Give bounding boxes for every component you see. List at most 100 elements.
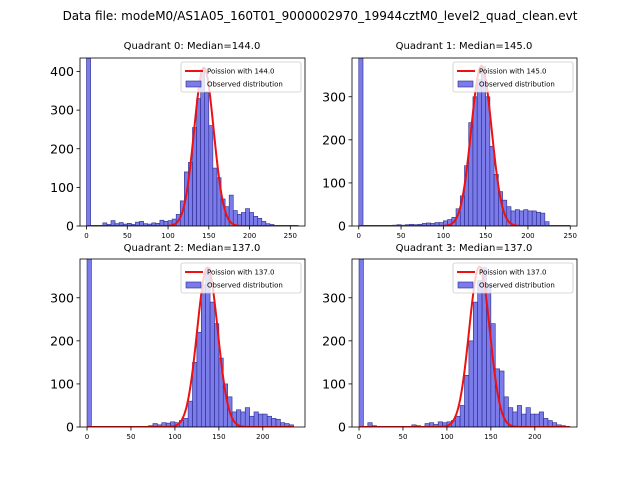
plot-area bbox=[86, 58, 299, 226]
y-tick-label: 300 bbox=[50, 290, 74, 305]
poisson-curve bbox=[358, 64, 571, 226]
plot-area bbox=[358, 58, 571, 226]
histogram-bar bbox=[196, 331, 202, 427]
x-tick-label: 150 bbox=[479, 232, 492, 240]
legend-curve-label: Poission with 137.0 bbox=[207, 269, 275, 277]
x-tick-label: 50 bbox=[397, 232, 406, 240]
histogram-bar bbox=[275, 418, 281, 427]
y-tick-label: 100 bbox=[50, 180, 74, 195]
x-tick-label: 150 bbox=[212, 433, 225, 441]
histogram-bar bbox=[258, 413, 264, 427]
legend-bar-label: Observed distribution bbox=[479, 81, 555, 89]
histogram-bar bbox=[544, 221, 550, 226]
legend-bar-swatch bbox=[457, 281, 474, 289]
y-tick-label: 100 bbox=[322, 376, 346, 391]
histogram-bar bbox=[534, 413, 540, 427]
histogram-bar bbox=[204, 92, 210, 226]
quadrant-3-chart: Quadrant 3: Median=137.0 0 100 200 300 0 50 10… bbox=[322, 243, 578, 441]
histogram-bar bbox=[187, 400, 193, 427]
histogram-bar bbox=[196, 98, 201, 226]
y-tick-label: 300 bbox=[322, 290, 346, 305]
axes-frame bbox=[79, 258, 306, 428]
histogram-bar bbox=[86, 259, 92, 427]
histogram-bar bbox=[367, 422, 373, 427]
x-tick-label: 100 bbox=[161, 232, 174, 240]
x-tick-label: 200 bbox=[243, 232, 256, 240]
histogram-bar bbox=[262, 413, 268, 427]
histogram-bar bbox=[459, 405, 465, 427]
histogram-bar bbox=[271, 418, 277, 427]
y-tick-label: 200 bbox=[50, 333, 74, 348]
x-tick-label: 50 bbox=[127, 433, 136, 441]
histogram-bar bbox=[212, 167, 218, 226]
y-tick-label: 200 bbox=[322, 132, 346, 147]
y-tick-label: 0 bbox=[66, 219, 74, 234]
axes-frame bbox=[351, 258, 578, 428]
histogram-bar bbox=[209, 301, 215, 427]
legend-bar-swatch bbox=[185, 80, 202, 88]
histogram-bar bbox=[200, 284, 206, 427]
legend-curve-label: Poission with 137.0 bbox=[479, 269, 547, 277]
poisson-curve bbox=[86, 66, 299, 226]
histogram-bar bbox=[455, 415, 461, 427]
histogram-bar bbox=[525, 407, 531, 427]
legend-bar-label: Observed distribution bbox=[207, 81, 283, 89]
histogram-bar bbox=[86, 58, 91, 226]
histogram-bar bbox=[288, 424, 294, 427]
legend-curve-label: Poission with 145.0 bbox=[479, 68, 547, 76]
legend-bar-label: Observed distribution bbox=[479, 282, 555, 290]
x-tick-label: 100 bbox=[440, 433, 453, 441]
histogram-bar bbox=[489, 146, 495, 226]
poisson-curve bbox=[87, 266, 294, 427]
quadrant-0-chart: Quadrant 0: Median=144.0 0 100 200 300 400 0 5… bbox=[50, 41, 306, 240]
legend-bar-label: Observed distribution bbox=[207, 282, 283, 290]
x-tick-label: 100 bbox=[437, 232, 450, 240]
histogram-bar bbox=[540, 212, 546, 226]
histogram-bar bbox=[200, 69, 206, 226]
plot-area bbox=[358, 259, 570, 427]
x-tick-label: 150 bbox=[202, 232, 215, 240]
y-tick-label: 200 bbox=[322, 333, 346, 348]
legend-curve-label: Poission with 144.0 bbox=[207, 68, 275, 76]
y-tick-label: 400 bbox=[50, 64, 74, 79]
x-tick-label: 200 bbox=[528, 433, 541, 441]
axes-frame bbox=[79, 57, 306, 227]
legend-bar-swatch bbox=[185, 281, 202, 289]
histogram-bar bbox=[519, 210, 525, 226]
histogram-bar bbox=[543, 418, 549, 427]
x-tick-label: 250 bbox=[564, 232, 577, 240]
histogram-bar bbox=[530, 413, 536, 427]
histogram-bar bbox=[521, 413, 527, 427]
quadrant-3-title: Quadrant 3: Median=137.0 bbox=[396, 243, 533, 254]
histogram-bar bbox=[536, 211, 541, 226]
poisson-curve bbox=[359, 265, 570, 427]
quadrant-2-chart: Quadrant 2: Median=137.0 0 100 200 300 0 50 10… bbox=[50, 243, 306, 441]
histogram-bar bbox=[472, 96, 478, 226]
histogram-bar bbox=[208, 125, 214, 226]
y-tick-label: 100 bbox=[50, 376, 74, 391]
x-tick-label: 100 bbox=[168, 433, 181, 441]
histogram-bar bbox=[358, 58, 364, 226]
histogram-bar bbox=[485, 96, 491, 226]
histogram-bar bbox=[358, 259, 364, 427]
quadrant-2-title: Quadrant 2: Median=137.0 bbox=[124, 243, 261, 254]
x-tick-label: 250 bbox=[284, 232, 297, 240]
histogram-bar bbox=[472, 301, 478, 427]
histogram-bar bbox=[538, 411, 544, 427]
histogram-bar bbox=[516, 405, 522, 427]
histogram-bar bbox=[531, 210, 537, 226]
histogram-bar bbox=[523, 209, 529, 226]
y-tick-label: 0 bbox=[338, 219, 346, 234]
histogram-bar bbox=[240, 411, 246, 427]
histogram-bar bbox=[244, 407, 250, 427]
histogram-bar bbox=[257, 217, 263, 226]
x-tick-label: 0 bbox=[357, 433, 361, 441]
y-tick-label: 0 bbox=[338, 420, 346, 435]
y-tick-label: 200 bbox=[50, 141, 74, 156]
x-tick-label: 50 bbox=[123, 232, 132, 240]
histogram-bar bbox=[253, 216, 259, 226]
histogram-bar bbox=[476, 79, 482, 226]
x-tick-label: 50 bbox=[399, 433, 408, 441]
x-tick-label: 0 bbox=[357, 232, 361, 240]
histogram-bar bbox=[253, 411, 259, 427]
